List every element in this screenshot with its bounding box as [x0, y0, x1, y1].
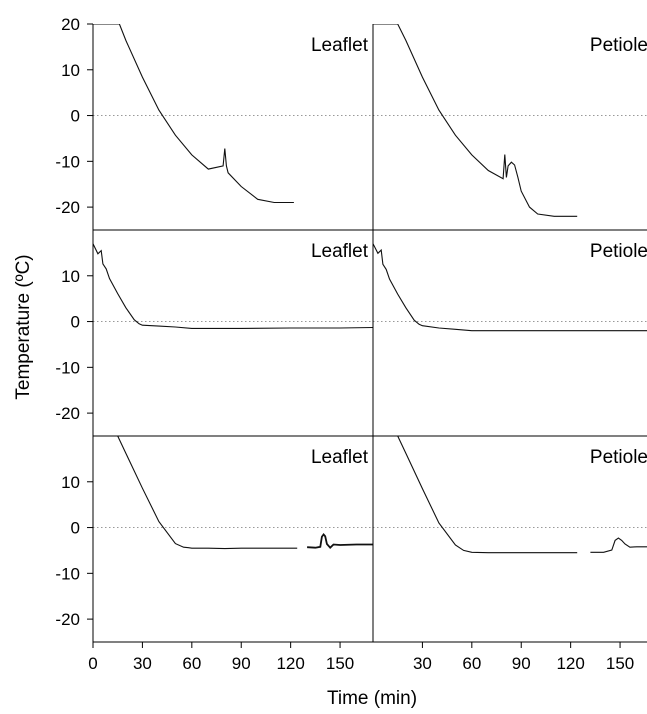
x-tick-label: 30 [133, 654, 152, 673]
x-tick-label: 150 [326, 654, 354, 673]
panel-label: Petiole [590, 35, 647, 56]
y-tick-label: -10 [55, 564, 80, 583]
temperature-series-line [373, 24, 578, 217]
y-tick-label: -10 [55, 152, 80, 171]
panel-3-1: 10 0 -10 -20 0 30 60 90 120 150 Leaflet [55, 435, 373, 673]
y-tick-label: 10 [61, 267, 80, 286]
temperature-series-line [307, 532, 373, 549]
y-tick-label: 0 [71, 313, 80, 332]
y-tick-label: -20 [55, 404, 80, 423]
y-tick-label: -20 [55, 610, 80, 629]
x-tick-label: 150 [606, 654, 634, 673]
y-tick-label: 0 [71, 107, 80, 126]
temperature-series-line [590, 537, 647, 553]
y-axis-title: Temperature (ºC) [13, 254, 34, 399]
x-tick-label: 60 [182, 654, 201, 673]
x-tick-label: 90 [232, 654, 251, 673]
temperature-series-line [397, 436, 578, 554]
panel-3-2: 30 60 90 120 150 Petiole [372, 435, 647, 673]
temperature-series-line [117, 436, 298, 550]
temperature-series-line [93, 24, 294, 204]
panel-2-2: Petiole [372, 229, 647, 436]
temperature-series-line [373, 243, 647, 332]
panels-group: 20 10 0 -10 -20 Leaflet Petiole 10 0 -10 -20 Leafle… [55, 15, 647, 673]
x-axis-title: Time (min) [327, 688, 417, 709]
panel-1-2: Petiole [372, 24, 647, 230]
y-tick-label: 0 [71, 519, 80, 538]
panel-label: Leaflet [311, 35, 369, 56]
panel-2-1: 10 0 -10 -20 Leaflet [55, 229, 373, 436]
panel-label: Leaflet [311, 241, 369, 262]
x-tick-label: 60 [462, 654, 481, 673]
x-tick-label: 0 [88, 654, 97, 673]
y-tick-label: 20 [61, 15, 80, 34]
panel-label: Petiole [590, 241, 647, 262]
x-tick-label: 120 [276, 654, 304, 673]
x-tick-label: 90 [512, 654, 531, 673]
x-tick-label: 30 [413, 654, 432, 673]
panel-label: Petiole [590, 447, 647, 468]
temperature-series-line [93, 243, 373, 329]
y-tick-label: 10 [61, 61, 80, 80]
y-tick-label: -10 [55, 358, 80, 377]
y-tick-label: 10 [61, 473, 80, 492]
panel-label: Leaflet [311, 447, 369, 468]
panel-1-1: 20 10 0 -10 -20 Leaflet [55, 15, 373, 230]
x-tick-label: 120 [556, 654, 584, 673]
y-tick-label: -20 [55, 198, 80, 217]
